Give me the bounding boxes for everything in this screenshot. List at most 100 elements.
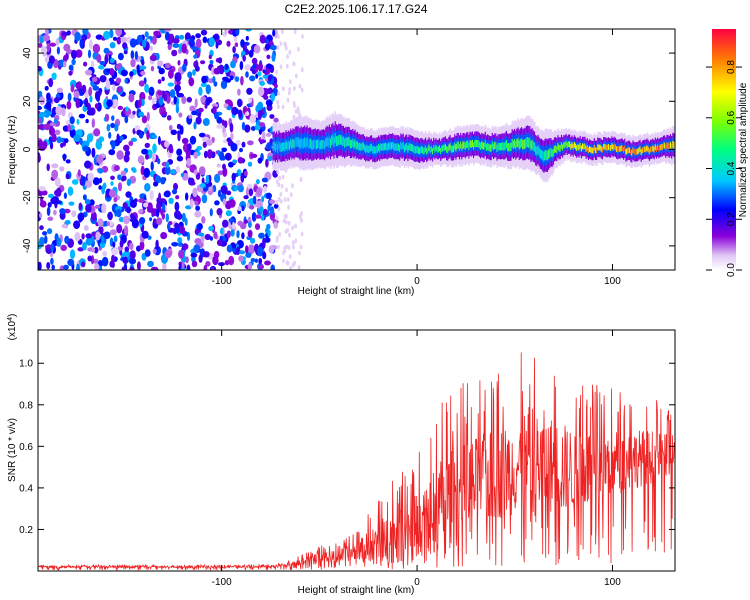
noise-blob [193,54,198,59]
noise-blob [195,38,202,49]
signal-core [447,146,449,154]
signal-core [654,144,657,151]
signal-core [566,142,569,149]
signal-core [550,147,552,157]
colorbar-tick-label: 0.2 [726,212,737,226]
signal-core [366,144,368,152]
snr-line-marks [38,352,675,571]
noise-blob [293,29,297,35]
signal-core [605,144,607,151]
noise-blob [245,29,252,32]
noise-blob [222,219,229,228]
noise-blob [93,246,99,254]
signal-core [380,143,382,151]
noise-blob [129,266,135,270]
signal-core [326,136,328,146]
noise-blob [115,63,121,70]
noise-blob [201,75,208,84]
signal-core [379,145,381,153]
noise-blob [173,182,178,191]
signal-core [600,145,603,152]
noise-blob [201,177,205,185]
noise-blob [234,29,240,36]
noise-blob [292,114,296,120]
noise-blob [245,245,249,254]
noise-blob [146,130,150,140]
signal-core [511,139,514,148]
noise-blob [269,44,278,51]
signal-core [590,146,592,153]
signal-core [390,142,393,150]
noise-blob [262,251,267,260]
signal-core [462,141,464,149]
signal-core [635,148,638,155]
signal-core [637,148,639,155]
noise-blob [179,34,185,40]
noise-blob [291,225,294,231]
noise-blob [87,49,92,59]
heatmap-y-tick-label: -40 [22,238,33,253]
noise-blob [201,216,206,224]
noise-blob [192,69,196,76]
signal-core [454,142,456,150]
noise-blob [252,63,257,69]
noise-blob [238,255,244,262]
signal-core [492,143,495,151]
noise-blob [132,168,137,173]
noise-blob [240,75,244,86]
noise-blob [285,213,288,219]
noise-blob [91,147,96,158]
noise-blob [246,87,253,95]
signal-core [582,143,584,150]
signal-core [523,139,525,150]
noise-blob [277,196,281,202]
signal-core [578,144,581,151]
signal-core [497,143,500,151]
signal-core [399,145,401,153]
signal-core [378,143,380,152]
signal-core [363,144,366,152]
noise-blob [263,95,269,100]
noise-blob [98,65,105,70]
signal-core [306,136,309,147]
noise-blob [209,60,214,65]
signal-core [439,145,441,152]
noise-blob [40,46,48,55]
signal-core [325,138,327,148]
noise-blob [78,113,86,119]
noise-blob [95,139,103,150]
noise-blob [283,245,287,251]
noise-blob [38,261,42,270]
signal-core [572,144,575,150]
noise-blob [89,95,93,103]
signal-core [597,144,599,151]
noise-blob [130,137,137,142]
noise-blob [161,111,168,116]
noise-blob [216,124,223,129]
noise-blob [38,42,43,48]
noise-blob [194,98,198,108]
noise-blob [130,50,135,59]
noise-blob [111,115,115,121]
noise-blob [263,208,268,216]
noise-blob [48,77,54,88]
signal-core [613,143,616,150]
noise-blob [224,99,232,104]
noise-blob [136,64,140,74]
noise-blob [55,105,63,116]
noise-blob [232,221,236,231]
noise-blob [225,210,232,217]
noise-blob [82,145,89,152]
signal-core [400,141,402,149]
noise-blob [240,39,245,48]
signal-core [509,143,511,152]
signal-core [427,146,429,154]
signal-core [340,134,343,145]
signal-core [318,139,320,148]
noise-blob [194,210,202,218]
noise-blob [113,165,120,171]
noise-blob [63,208,71,214]
noise-blob [113,235,118,243]
noise-blob [101,256,109,267]
noise-blob [71,210,77,218]
